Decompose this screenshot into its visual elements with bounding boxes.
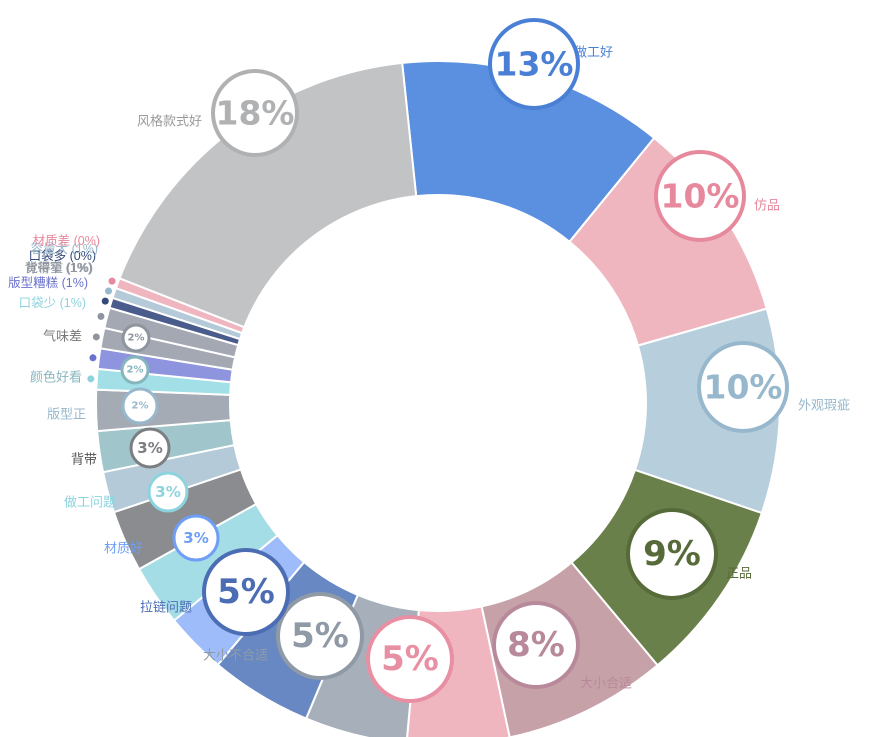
percent-badge-21 (211, 69, 299, 157)
slice-21 (118, 61, 418, 329)
category-label-21: 风格款式好 (137, 114, 202, 129)
category-label-16: 背带窄 (1%) (25, 260, 92, 275)
percent-badge-10 (129, 427, 171, 469)
marker-dot-20 (108, 277, 116, 285)
percent-badge-9 (147, 471, 189, 513)
percent-label-4: 8% (507, 625, 565, 665)
category-label-9: 做工问题 (64, 495, 116, 510)
marker-dot-19 (105, 287, 113, 295)
percent-label-7: 5% (217, 572, 275, 612)
percent-label-8: 3% (183, 529, 208, 547)
percent-label-12: 2% (127, 365, 144, 376)
percent-label-13: 2% (128, 333, 145, 344)
percent-badge-7 (202, 548, 290, 636)
percent-badge-5 (366, 615, 454, 703)
percent-badge-4 (492, 601, 580, 689)
marker-dot-17 (97, 312, 105, 320)
category-label-6: 大小不合适 (203, 648, 268, 663)
percent-badge-3 (626, 508, 718, 600)
category-label-7: 拉链问题 (140, 600, 192, 615)
percent-badge-2 (697, 341, 789, 433)
category-label-4: 大小合适 (580, 676, 632, 691)
category-label-1: 仿品 (754, 198, 780, 213)
percent-badge-0 (488, 18, 580, 110)
category-label-17: 觉得重 (1%) (26, 260, 93, 275)
category-label-20: 材质差 (0%) (33, 234, 100, 248)
category-label-11: 版型正 (47, 407, 86, 422)
category-label-15: 版型糟糕 (1%) (8, 275, 88, 290)
category-label-10: 背带 (71, 452, 97, 467)
percent-badge-13 (121, 323, 151, 353)
percent-badge-8 (172, 514, 220, 562)
percent-label-3: 9% (643, 534, 701, 574)
percent-label-6: 5% (291, 616, 349, 656)
percent-label-10: 3% (137, 439, 162, 457)
category-label-0: 做工好 (574, 45, 613, 60)
percent-badge-12 (120, 355, 150, 385)
percent-label-11: 2% (132, 401, 149, 412)
category-label-13: 气味差 (43, 329, 82, 344)
category-label-2: 外观瑕疵 (798, 398, 850, 413)
category-label-3: 正品 (726, 566, 752, 581)
percent-label-5: 5% (381, 639, 439, 679)
marker-dot-18 (101, 297, 109, 305)
marker-dot-15 (89, 354, 97, 362)
marker-dot-16 (92, 333, 100, 341)
category-label-19: 容量大 (1%) (31, 241, 98, 256)
percent-label-1: 10% (661, 177, 740, 216)
category-label-12: 颜色好看 (30, 370, 82, 385)
percent-badge-1 (654, 150, 746, 242)
percent-label-2: 10% (704, 368, 783, 407)
category-label-8: 材质好 (104, 541, 143, 556)
category-label-18: 口袋多 (0%) (29, 249, 96, 263)
percent-label-0: 13% (495, 45, 574, 84)
percent-badge-11 (121, 387, 159, 425)
percent-badge-6 (276, 592, 364, 680)
marker-dot-14 (87, 375, 95, 383)
percent-label-9: 3% (155, 483, 180, 501)
percent-label-21: 18% (216, 94, 295, 133)
category-label-14: 口袋少 (1%) (19, 296, 86, 310)
